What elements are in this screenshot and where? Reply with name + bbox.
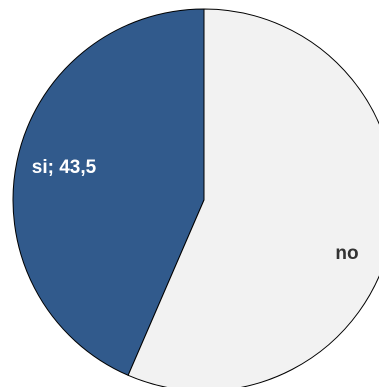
pie-slice-si (12, 8, 205, 376)
slice-label-si: si; 43,5 (32, 157, 97, 178)
pie-slice-no (127, 8, 379, 387)
slice-label-no: no (335, 243, 358, 264)
